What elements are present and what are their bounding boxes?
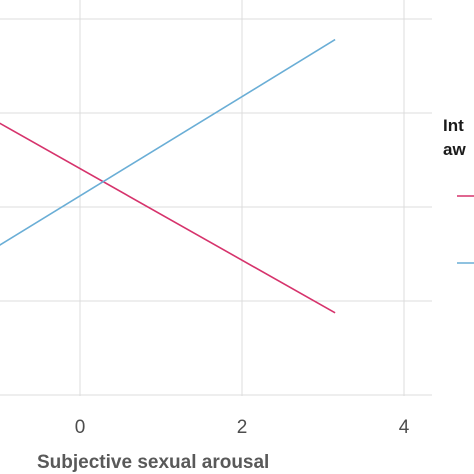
legend-keys xyxy=(457,195,474,264)
x-tick-label-2: 2 xyxy=(237,417,248,438)
grid-lines xyxy=(0,0,432,396)
series-lines xyxy=(0,38,336,314)
legend: Int aw xyxy=(443,116,474,264)
x-tick-label-4: 4 xyxy=(399,417,410,438)
series-line-0 xyxy=(0,122,336,314)
series-line-1 xyxy=(0,38,336,246)
legend-title-line-1: Int xyxy=(443,116,464,135)
x-tick-labels: 0 2 4 xyxy=(75,417,410,438)
x-axis-title: Subjective sexual arousal xyxy=(37,452,269,473)
legend-title-line-2: aw xyxy=(443,140,466,159)
x-tick-label-0: 0 xyxy=(75,417,86,438)
